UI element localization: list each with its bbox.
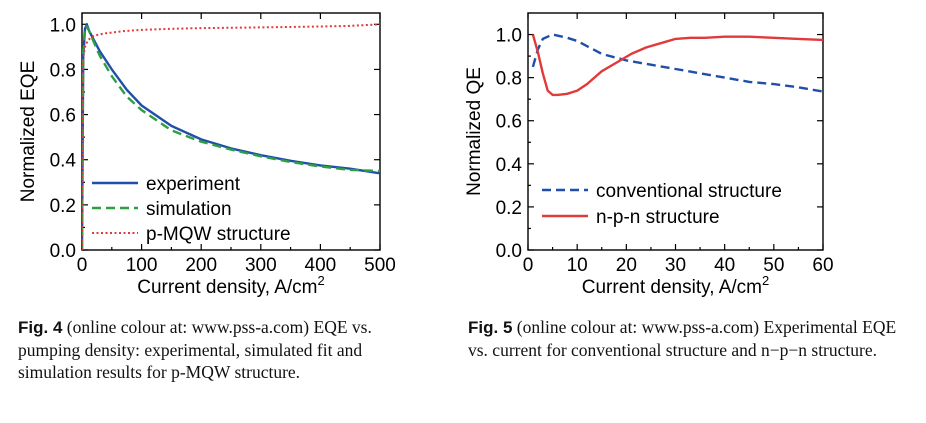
chart4-y-tick-label: 0.8 [50, 60, 76, 81]
chart5-x-tick-label: 20 [616, 255, 637, 276]
chart4-legend-label-0: experiment [146, 174, 241, 195]
chart5-y-tick-label: 0.4 [496, 155, 523, 176]
chart5-y-tick-label: 0.6 [496, 112, 522, 133]
chart5-series-line-0 [531, 33, 823, 93]
chart5-legend-label-1: n-p-n structure [596, 207, 720, 228]
chart5-x-tick-label: 30 [665, 255, 686, 276]
fig5-chart: 0 10 20 30 40 50 60 0.0 0.2 0.4 0.6 0.8 1.0 Current d… [464, 12, 834, 298]
chart5-y-axis-title: Normalized QE [464, 67, 485, 196]
chart5-x-tick-label: 50 [763, 255, 784, 276]
figure-4: 0 100 200 300 400 500 0.0 0.2 0.4 0.6 0.8 1.0 Curren… [18, 12, 396, 298]
chart4-y-tick-label: 1.0 [50, 15, 76, 36]
figure-5-label: Fig. 5 [468, 318, 513, 337]
chart5-x-axis-title-sup: 2 [762, 273, 769, 288]
chart5-legend-label-0: conventional structure [596, 181, 782, 202]
figure-4-label: Fig. 4 [18, 318, 63, 337]
chart4-x-tick-label: 500 [364, 255, 396, 276]
figure-5-caption-text: (online colour at: www.pss-a.com) Experi… [468, 317, 897, 360]
fig4-chart: 0 100 200 300 400 500 0.0 0.2 0.4 0.6 0.8 1.0 Curren… [18, 12, 396, 298]
chart5-y-tick-label: 1.0 [496, 26, 522, 47]
chart4-y-tick-label: 0.4 [50, 151, 77, 172]
chart5-y-tick-label: 0.2 [496, 198, 522, 219]
chart4-x-tick-label: 300 [245, 255, 277, 276]
chart4-legend-label-1: simulation [146, 199, 232, 220]
chart4-y-axis-title: Normalized EQE [18, 61, 39, 203]
chart5-x-axis-title: Current density, A/cm2 [582, 273, 769, 298]
figure-5: 0 10 20 30 40 50 60 0.0 0.2 0.4 0.6 0.8 1.0 Current d… [464, 0, 926, 423]
chart4-x-tick-label: 400 [305, 255, 337, 276]
chart4-y-tick-label: 0.0 [50, 241, 76, 262]
figure-5-caption: Fig. 5 (online colour at: www.pss-a.com)… [468, 316, 916, 361]
chart4-x-tick-label: 100 [126, 255, 158, 276]
chart4-x-axis-title: Current density, A/cm2 [137, 273, 324, 298]
chart4-y-tick-label: 0.2 [50, 196, 76, 217]
chart5-y-tick-label: 0.0 [496, 241, 522, 262]
chart5-y-tick-label: 0.8 [496, 69, 522, 90]
chart5-x-tick-label: 60 [812, 255, 833, 276]
chart4-x-tick-label: 0 [77, 255, 88, 276]
chart5-x-tick-label: 0 [523, 255, 534, 276]
chart4-x-tick-label: 200 [185, 255, 217, 276]
chart4-x-axis-title-sup: 2 [317, 273, 324, 288]
chart5-x-tick-label: 40 [714, 255, 735, 276]
chart4-series-line-2 [82, 23, 380, 250]
figure-4-caption: Fig. 4 (online colour at: www.pss-a.com)… [18, 316, 418, 383]
chart4-series-line-1 [82, 25, 380, 250]
figure-4-caption-text: (online colour at: www.pss-a.com) EQE vs… [18, 317, 372, 382]
chart4-legend-label-2: p-MQW structure [146, 224, 291, 245]
chart4-y-tick-label: 0.6 [50, 106, 76, 127]
chart5-x-tick-label: 10 [567, 255, 588, 276]
chart5-series-line-1 [531, 34, 823, 97]
